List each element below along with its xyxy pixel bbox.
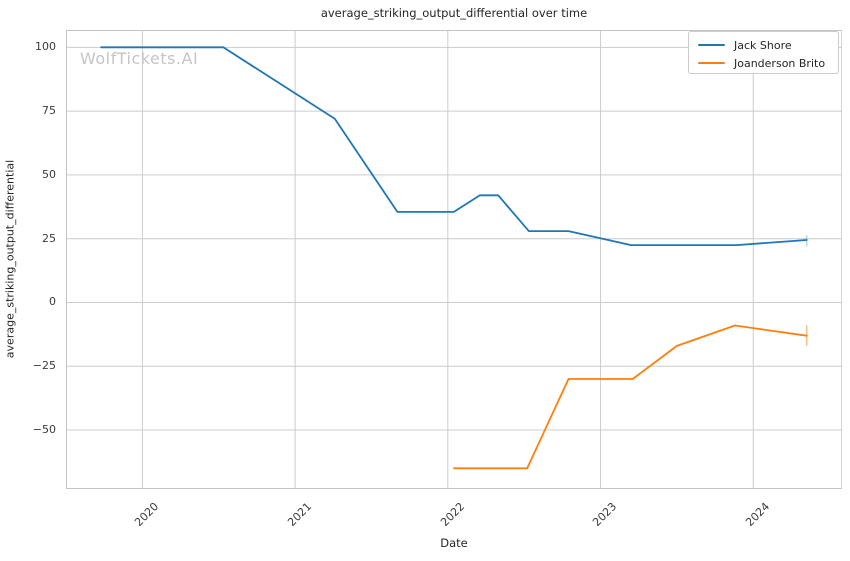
legend-label: Jack Shore xyxy=(734,38,792,52)
y-tick-label: 75 xyxy=(42,104,56,118)
legend-line-swatch-blue xyxy=(698,44,725,46)
x-axis-label: Date xyxy=(440,536,468,550)
line-chart xyxy=(65,30,842,489)
series-line-joanderson-brito xyxy=(452,324,808,470)
y-tick-label: 100 xyxy=(35,40,56,54)
legend-line-swatch-orange xyxy=(698,62,725,64)
y-tick-label: −50 xyxy=(32,423,56,437)
plot-area xyxy=(65,30,842,489)
chart-title: average_striking_output_differential ove… xyxy=(320,6,588,20)
axes-border xyxy=(65,30,842,489)
series-line-jack-shore xyxy=(99,46,808,247)
legend: Jack Shore Joanderson Brito xyxy=(688,31,839,74)
legend-label: Joanderson Brito xyxy=(734,56,826,70)
y-tick-label: 25 xyxy=(42,231,56,245)
y-tick-label: −25 xyxy=(32,359,56,373)
legend-entry-jack-shore: Jack Shore xyxy=(698,36,838,54)
watermark: WolfTickets.AI xyxy=(80,49,199,68)
legend-entry-joanderson-brito: Joanderson Brito xyxy=(698,54,838,72)
y-tick-label: 0 xyxy=(49,295,56,309)
y-tick-label: 50 xyxy=(42,167,56,181)
